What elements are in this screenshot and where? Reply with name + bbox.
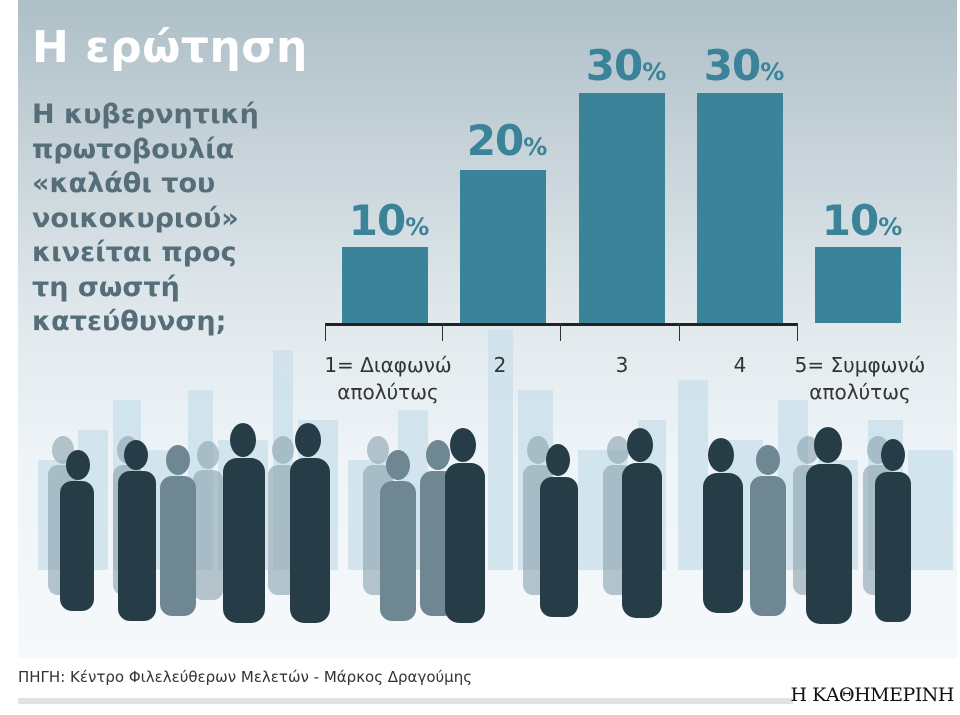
source-note: ΠΗΓΗ: Κέντρο Φιλελεύθερων Μελετών - Μάρκ…: [18, 668, 473, 686]
bar-3: [579, 93, 665, 323]
infographic-title: Η ερώτηση: [32, 22, 308, 73]
category-label-5: 5= Συμφωνώ απολύτως: [794, 353, 926, 404]
bar-4: [697, 93, 783, 323]
category-label-2: 2: [493, 353, 507, 377]
value-label-5: 10%: [821, 196, 903, 245]
infographic-panel: [18, 0, 957, 658]
bar-1: [342, 247, 428, 323]
publisher-logo: Η ΚΑΘΗΜΕΡΙΝΗ: [790, 684, 955, 706]
x-axis-tick: [797, 323, 798, 341]
category-label-1: 1= Διαφωνώ απολύτως: [324, 353, 452, 404]
x-axis-tick: [442, 323, 443, 341]
x-axis-tick: [325, 323, 326, 341]
bar-2: [460, 170, 546, 323]
bar-5: [815, 247, 901, 323]
survey-question: Η κυβερνητική πρωτοβουλία «καλάθι του νο…: [32, 99, 259, 337]
value-label-4: 30%: [703, 41, 785, 90]
category-label-3: 3: [615, 353, 629, 377]
footer-divider: [18, 698, 793, 704]
value-label-3: 30%: [585, 41, 667, 90]
value-label-1: 10%: [348, 196, 430, 245]
x-axis-tick: [560, 323, 561, 341]
crowd-silhouettes-illustration: [48, 423, 911, 624]
value-label-2: 20%: [466, 116, 548, 165]
category-label-4: 4: [733, 353, 747, 377]
x-axis-line: [325, 323, 798, 326]
x-axis-tick: [679, 323, 680, 341]
